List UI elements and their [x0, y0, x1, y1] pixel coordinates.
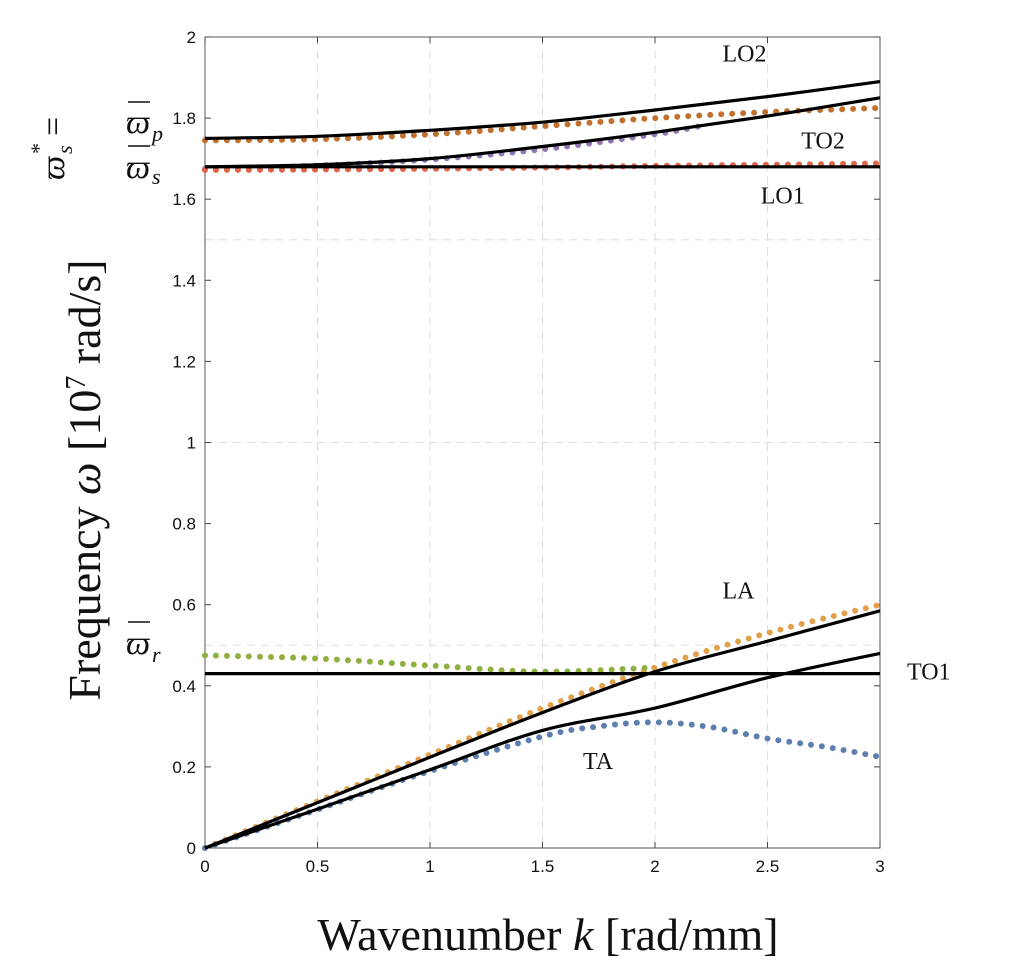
- series-lo2: [204, 80, 881, 140]
- omega-s-star-equals: =: [35, 117, 72, 136]
- y-tick-label: 0: [187, 839, 196, 858]
- omega-r-subscript: r: [152, 642, 161, 667]
- series-lo1-dotted: [202, 160, 883, 173]
- curve-label-to2: TO2: [801, 129, 845, 155]
- tick-marks: 0 0.5 1 1.5 2 2.5 3 0 0.2 0.4 0.6 0.8 1 1.2 1.4 1.6 1.8 2: [172, 28, 884, 876]
- omega-p-symbol: ϖ: [126, 104, 150, 141]
- x-axis-title-unit: [rad/mm]: [593, 909, 778, 960]
- grid-lines: [205, 37, 880, 848]
- y-axis-title-unit-b: rad/s]: [59, 259, 110, 375]
- y-tick-label: 0.4: [172, 677, 196, 696]
- x-axis-title-var: k: [573, 909, 595, 960]
- series-lo2-dotted: [202, 105, 883, 144]
- x-axis-title-prefix: Wavenumber: [317, 909, 573, 960]
- x-axis-title: Wavenumber k [rad/mm]: [317, 909, 778, 960]
- omega-r-symbol: ϖ: [126, 625, 150, 662]
- y-tick-label: 1.8: [172, 109, 196, 128]
- y-tick-label: 0.2: [172, 758, 196, 777]
- x-tick-label: 0.5: [306, 857, 330, 876]
- omega-r-marker: ϖ r: [126, 625, 161, 667]
- y-tick-label: 1.4: [172, 271, 196, 290]
- y-tick-label: 1.2: [172, 352, 196, 371]
- x-tick-label: 3: [875, 857, 884, 876]
- curve-label-to1: TO1: [907, 660, 951, 686]
- series-to1-dotted: [202, 652, 658, 675]
- y-tick-label: 0.6: [172, 596, 196, 615]
- omega-s-subscript: s: [152, 164, 161, 189]
- omega-s-symbol: ϖ: [126, 149, 150, 186]
- y-axis-title-exponent: 7: [61, 376, 92, 390]
- x-tick-label: 2: [650, 857, 659, 876]
- omega-s-marker: ϖ s: [126, 149, 161, 189]
- curve-label-ta: TA: [583, 749, 614, 775]
- omega-p-marker: ϖ p: [126, 104, 163, 146]
- y-tick-label: 1: [187, 434, 196, 453]
- y-tick-label: 0.8: [172, 515, 196, 534]
- curve-label-lo2: LO2: [723, 41, 767, 67]
- y-axis-title: Frequency ω [107 rad/s]: [59, 259, 110, 700]
- omega-p-subscript: p: [150, 121, 163, 146]
- curve-label-la: LA: [723, 579, 756, 605]
- x-tick-label: 1.5: [531, 857, 555, 876]
- series-to2: [204, 96, 881, 169]
- series-ta: [204, 651, 881, 850]
- omega-s-star-symbol: ϖ: [35, 156, 72, 180]
- y-tick-label: 1.6: [172, 190, 196, 209]
- omega-s-star-superscript: *: [26, 143, 51, 154]
- x-tick-label: 1: [425, 857, 434, 876]
- x-tick-label: 0: [200, 857, 209, 876]
- solid-series-group: [204, 80, 881, 850]
- y-axis-title-unit-a: [10: [59, 390, 110, 463]
- series-la: [204, 609, 881, 850]
- curve-labels: LO2 TO2 LO1 LA TO1 TA: [128, 41, 951, 775]
- omega-s-star-marker: ϖ s * =: [26, 117, 77, 180]
- curve-label-lo1: LO1: [761, 183, 805, 209]
- omega-s-star-subscript: s: [52, 145, 77, 154]
- y-axis-title-prefix: Frequency: [59, 495, 110, 701]
- series-to2-dotted: [202, 123, 703, 172]
- x-tick-label: 2.5: [756, 857, 780, 876]
- y-tick-label: 2: [187, 28, 196, 47]
- y-axis-title-var: ω: [59, 462, 110, 494]
